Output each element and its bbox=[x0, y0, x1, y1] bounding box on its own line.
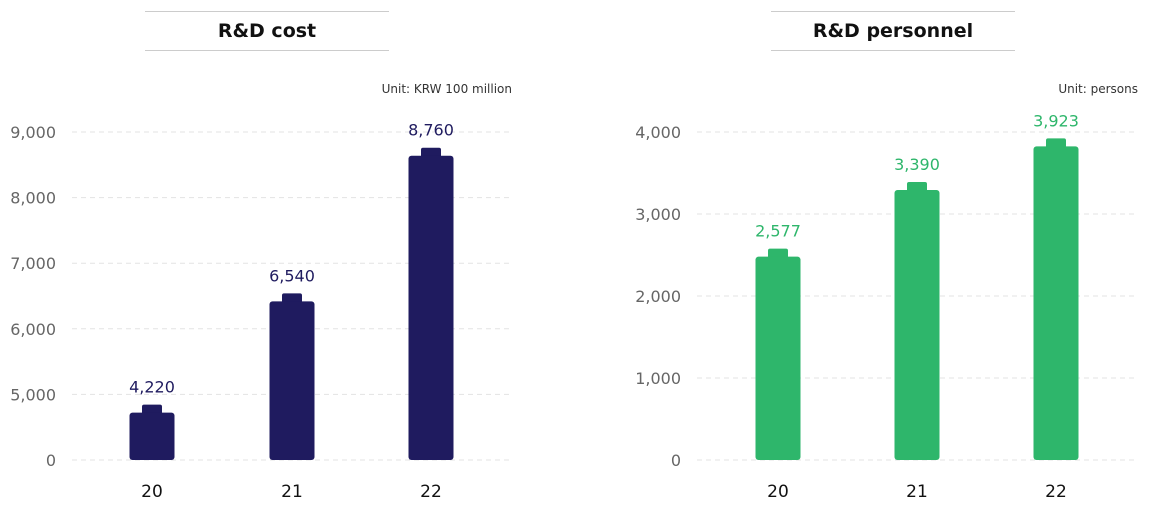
x-tick-label: 20 bbox=[141, 482, 163, 502]
bar bbox=[894, 190, 940, 460]
y-tick-label: 9,000 bbox=[10, 123, 56, 142]
rd-personnel-title: R&D personnel bbox=[771, 11, 1015, 51]
y-tick-label: 5,000 bbox=[10, 385, 56, 404]
y-tick-label: 4,000 bbox=[635, 123, 681, 142]
data-label: 3,923 bbox=[1033, 111, 1079, 130]
y-tick-label: 0 bbox=[46, 451, 56, 470]
rd-personnel-chart: 0 1,000 2,000 3,000 4,000 2,577 20 3,390 21 3,923… bbox=[635, 111, 1137, 502]
rd-personnel-unit: Unit: persons bbox=[1058, 82, 1138, 96]
y-tick-label: 8,000 bbox=[10, 189, 56, 208]
rd-cost-title: R&D cost bbox=[145, 11, 389, 51]
x-tick-label: 21 bbox=[281, 482, 303, 502]
x-tick-label: 21 bbox=[906, 482, 928, 502]
data-label: 3,390 bbox=[894, 155, 940, 174]
bar bbox=[408, 155, 454, 460]
rd-cost-panel: R&D cost Unit: KRW 100 million 0 5,000 6,0… bbox=[10, 11, 512, 502]
y-tick-label: 3,000 bbox=[635, 205, 681, 224]
y-tick-label: 0 bbox=[671, 451, 681, 470]
y-tick-label: 7,000 bbox=[10, 254, 56, 273]
rd-cost-chart: 0 5,000 6,000 7,000 8,000 9,000 4,220 20 6,540 21… bbox=[10, 121, 512, 502]
data-label: 8,760 bbox=[408, 121, 454, 140]
rd-cost-unit: Unit: KRW 100 million bbox=[381, 82, 512, 96]
bar bbox=[129, 412, 175, 460]
data-label: 4,220 bbox=[129, 378, 175, 397]
bar bbox=[1033, 146, 1079, 460]
rd-personnel-panel: R&D personnel Unit: persons 0 1,000 2,000 3… bbox=[575, 0, 1150, 510]
y-tick-label: 2,000 bbox=[635, 287, 681, 306]
data-label: 2,577 bbox=[755, 222, 801, 241]
data-label: 6,540 bbox=[269, 266, 315, 285]
bar bbox=[269, 301, 315, 460]
x-tick-label: 22 bbox=[420, 482, 442, 502]
x-tick-label: 20 bbox=[767, 482, 789, 502]
bar bbox=[755, 256, 801, 460]
y-tick-label: 1,000 bbox=[635, 369, 681, 388]
x-tick-label: 22 bbox=[1045, 482, 1067, 502]
y-tick-label: 6,000 bbox=[10, 320, 56, 339]
